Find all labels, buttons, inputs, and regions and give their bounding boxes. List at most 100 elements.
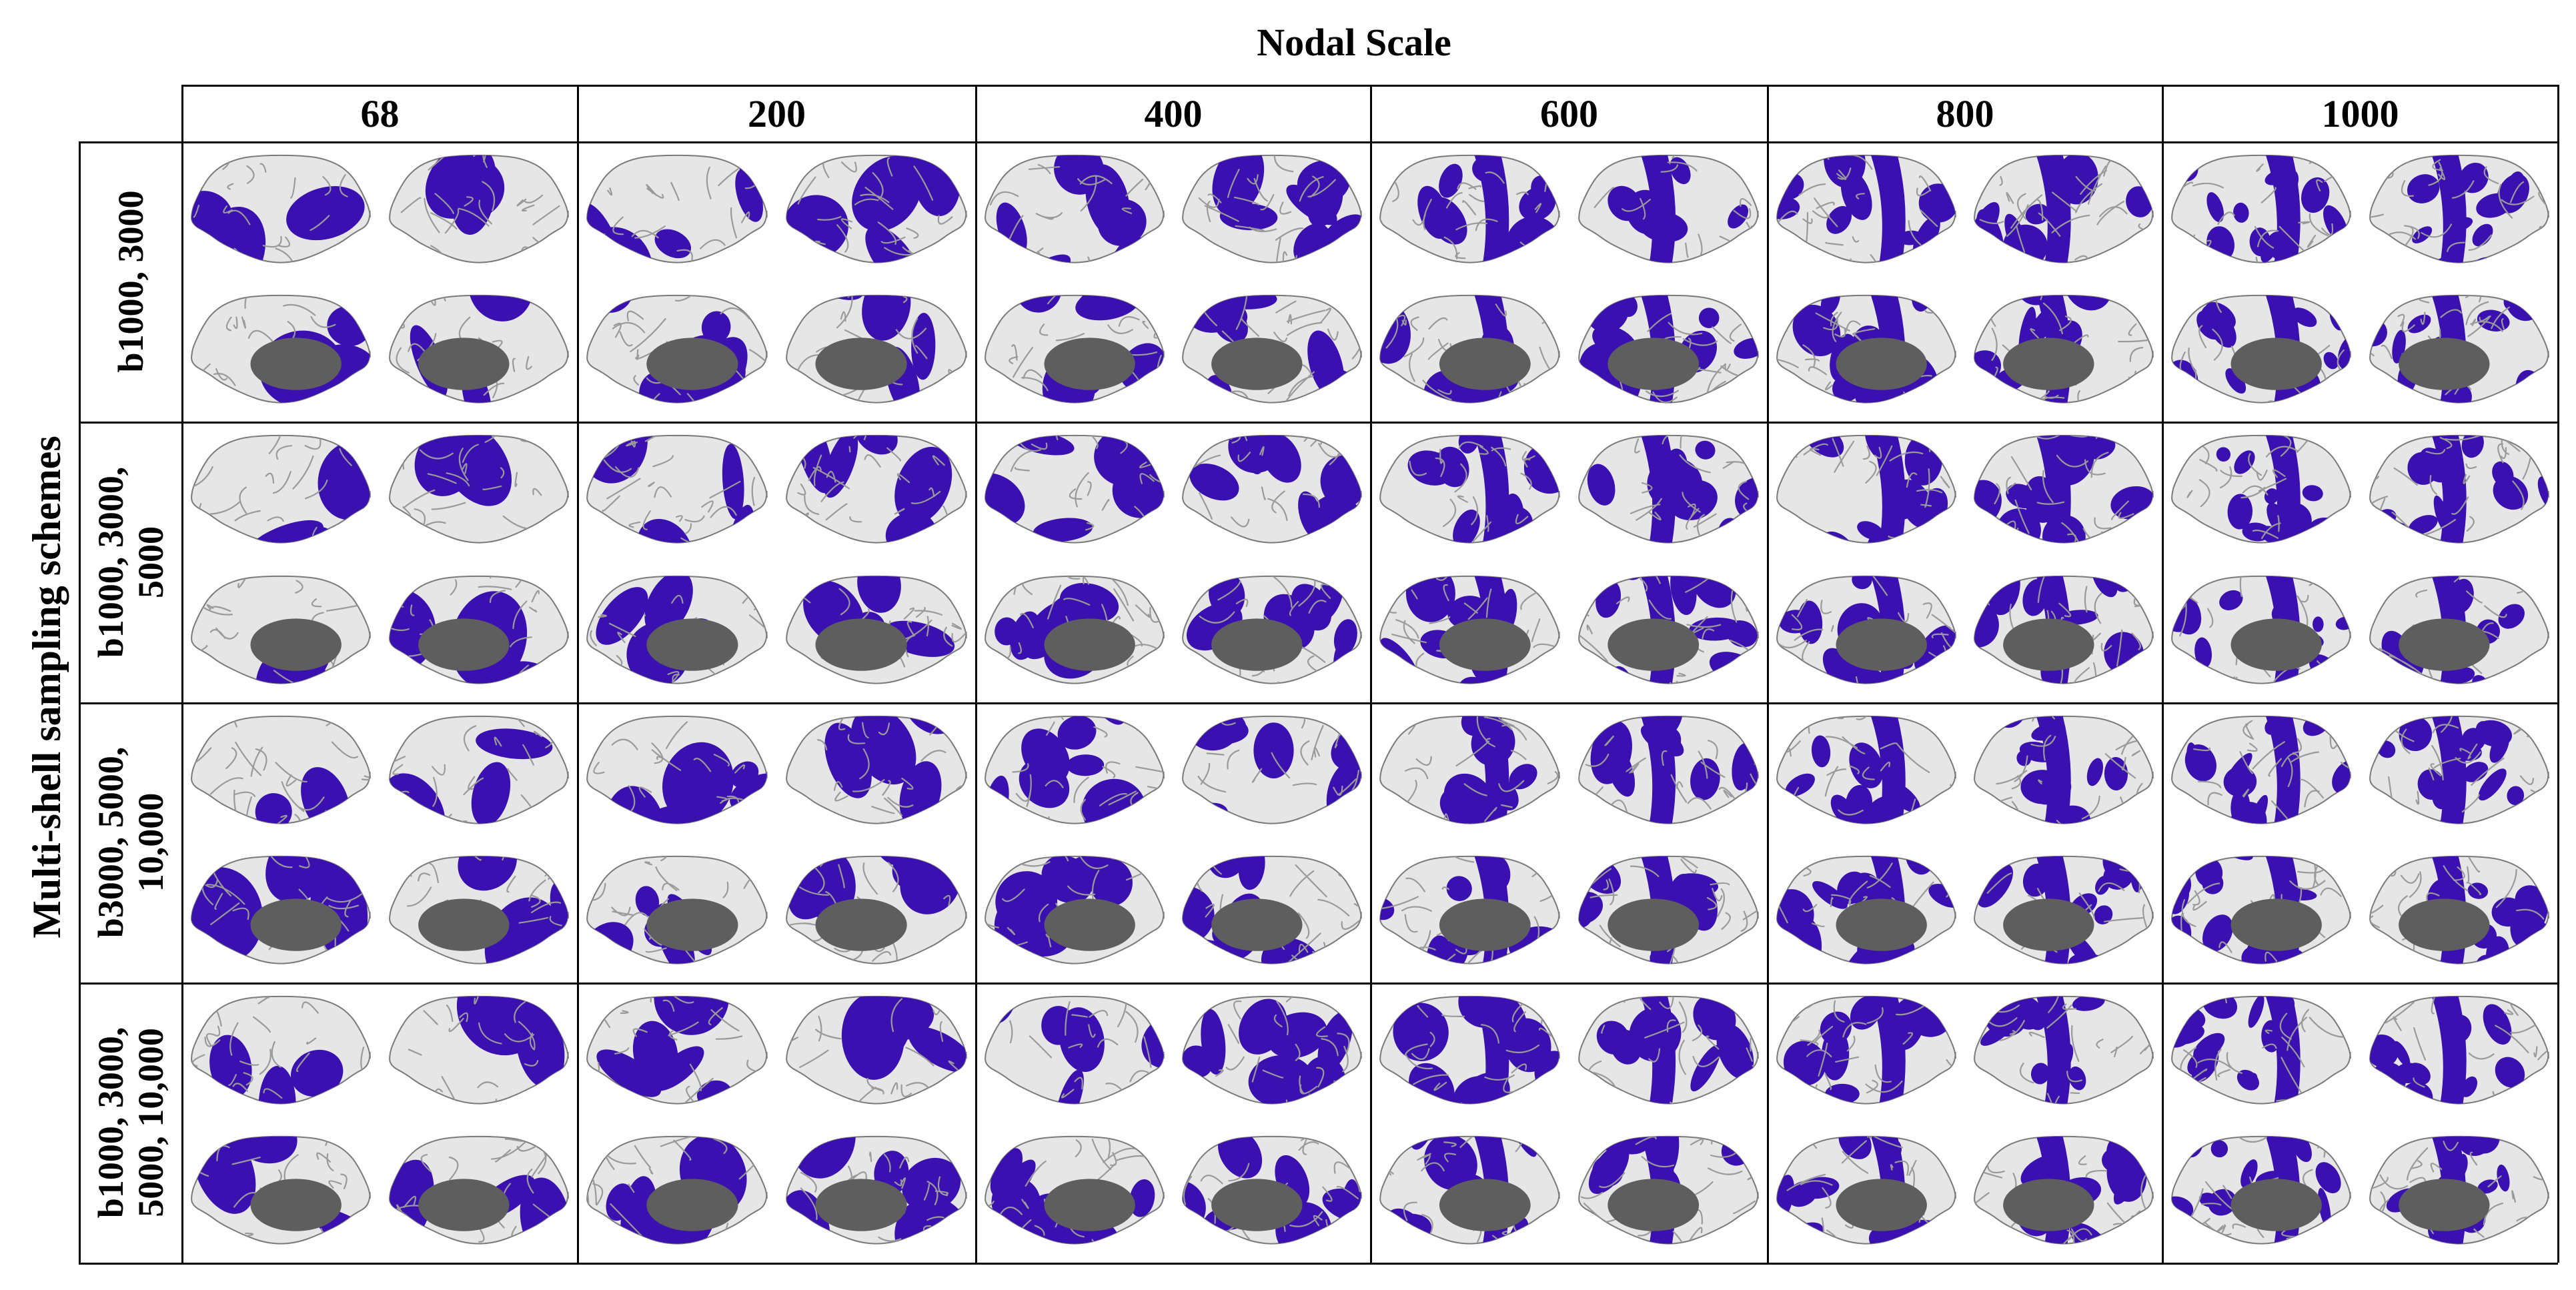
brain-surface-right-medial bbox=[388, 575, 569, 684]
brain-surface-left-medial bbox=[1776, 294, 1956, 404]
brain-surface-right-lateral bbox=[1577, 154, 1759, 263]
brain-surface-left-lateral bbox=[191, 154, 371, 263]
brain-cell bbox=[976, 983, 1371, 1263]
brain-surface-left-medial bbox=[1776, 855, 1956, 964]
brain-surface-right-medial bbox=[1577, 575, 1759, 684]
brain-cell bbox=[1768, 702, 2162, 983]
column-header: 68 bbox=[360, 91, 400, 135]
brain-surface-left-lateral bbox=[2171, 154, 2351, 263]
brain-surface-left-lateral bbox=[586, 154, 768, 263]
brain-surface-right-lateral bbox=[388, 995, 569, 1105]
brain-surface-left-medial bbox=[586, 1135, 768, 1245]
grid-line bbox=[79, 422, 2558, 424]
grid-line bbox=[181, 85, 183, 1263]
brain-surface-left-lateral bbox=[191, 715, 371, 824]
brain-surface-left-medial bbox=[1379, 575, 1560, 684]
grid-line bbox=[79, 983, 2558, 985]
row-header-label: b3000, 5000, 10,000 bbox=[84, 709, 177, 976]
brain-surface-right-medial bbox=[1182, 855, 1362, 964]
brain-surface-left-lateral bbox=[1776, 154, 1956, 263]
row-header: b3000, 5000, 10,000 bbox=[79, 702, 182, 983]
brain-cell bbox=[578, 702, 976, 983]
brain-surface-left-medial bbox=[586, 855, 768, 964]
brain-surface-right-medial bbox=[2369, 855, 2549, 964]
brain-surface-right-medial bbox=[785, 855, 967, 964]
row-header-line: 10,000 bbox=[130, 792, 171, 892]
row-header-line: 5000 bbox=[130, 526, 171, 598]
brain-surface-left-lateral bbox=[2171, 715, 2351, 824]
brain-cell bbox=[1768, 141, 2162, 422]
grid-line bbox=[2557, 85, 2559, 1263]
row-header-line: b1000, 3000, bbox=[90, 466, 131, 658]
row-header-line: b1000, 3000, bbox=[90, 1027, 131, 1219]
brain-surface-right-medial bbox=[1974, 575, 2154, 684]
brain-surface-right-medial bbox=[388, 1135, 569, 1245]
row-header-label: b1000, 3000, 5000 bbox=[84, 429, 177, 696]
brain-surface-left-lateral bbox=[985, 995, 1165, 1105]
row-header: b1000, 3000, 5000 bbox=[79, 422, 182, 702]
row-header-line: b1000, 3000 bbox=[110, 190, 151, 373]
brain-surface-left-medial bbox=[2171, 575, 2351, 684]
brain-surface-right-medial bbox=[1182, 294, 1362, 404]
brain-surface-right-medial bbox=[785, 575, 967, 684]
row-header-label: b1000, 3000, 5000, 10,000 bbox=[84, 989, 177, 1256]
brain-cell bbox=[182, 422, 578, 702]
brain-cell bbox=[182, 983, 578, 1263]
brain-surface-right-lateral bbox=[1974, 154, 2154, 263]
grid-line bbox=[79, 141, 81, 1263]
brain-surface-left-lateral bbox=[1379, 715, 1560, 824]
brain-surface-right-medial bbox=[1577, 294, 1759, 404]
brain-surface-right-medial bbox=[1577, 1135, 1759, 1245]
brain-surface-right-medial bbox=[1182, 1135, 1362, 1245]
column-header: 600 bbox=[1540, 91, 1598, 135]
brain-surface-left-lateral bbox=[985, 715, 1165, 824]
brain-cell bbox=[182, 702, 578, 983]
row-header: b1000, 3000 bbox=[79, 141, 182, 422]
brain-surface-right-lateral bbox=[388, 715, 569, 824]
brain-cell bbox=[1768, 422, 2162, 702]
brain-surface-left-medial bbox=[191, 1135, 371, 1245]
brain-surface-left-lateral bbox=[1379, 154, 1560, 263]
brain-surface-right-medial bbox=[1577, 855, 1759, 964]
column-header: 800 bbox=[1936, 91, 1994, 135]
brain-surface-right-medial bbox=[388, 855, 569, 964]
brain-surface-right-lateral bbox=[388, 154, 569, 263]
grid-line bbox=[1370, 85, 1372, 1263]
brain-surface-left-medial bbox=[2171, 1135, 2351, 1245]
row-header-line: b3000, 5000, bbox=[90, 746, 131, 938]
brain-surface-right-lateral bbox=[2369, 154, 2549, 263]
brain-surface-right-lateral bbox=[2369, 715, 2549, 824]
brain-surface-right-lateral bbox=[2369, 434, 2549, 544]
brain-surface-left-lateral bbox=[985, 154, 1165, 263]
brain-surface-left-medial bbox=[985, 1135, 1165, 1245]
brain-surface-right-lateral bbox=[785, 995, 967, 1105]
brain-surface-left-medial bbox=[1379, 294, 1560, 404]
brain-cell bbox=[2162, 422, 2558, 702]
brain-surface-left-lateral bbox=[586, 995, 768, 1105]
brain-surface-left-lateral bbox=[1776, 715, 1956, 824]
brain-surface-right-lateral bbox=[785, 434, 967, 544]
row-header: b1000, 3000, 5000, 10,000 bbox=[79, 983, 182, 1263]
brain-surface-right-lateral bbox=[2369, 995, 2549, 1105]
brain-surface-right-lateral bbox=[785, 154, 967, 263]
row-header-line: 5000, 10,000 bbox=[130, 1028, 171, 1217]
column-header: 1000 bbox=[2321, 91, 2399, 135]
grid-line bbox=[1767, 85, 1769, 1263]
brain-surface-left-medial bbox=[985, 294, 1165, 404]
brain-cell bbox=[578, 141, 976, 422]
brain-surface-right-medial bbox=[2369, 294, 2549, 404]
column-header: 200 bbox=[748, 91, 806, 135]
brain-surface-left-medial bbox=[2171, 294, 2351, 404]
brain-surface-right-lateral bbox=[1577, 715, 1759, 824]
brain-surface-right-medial bbox=[1974, 855, 2154, 964]
brain-surface-right-lateral bbox=[388, 434, 569, 544]
brain-surface-left-lateral bbox=[1379, 995, 1560, 1105]
brain-surface-left-lateral bbox=[586, 715, 768, 824]
brain-cell bbox=[1371, 983, 1768, 1263]
brain-surface-right-medial bbox=[785, 1135, 967, 1245]
brain-surface-right-lateral bbox=[1974, 715, 2154, 824]
brain-surface-left-medial bbox=[1776, 575, 1956, 684]
brain-surface-left-medial bbox=[2171, 855, 2351, 964]
brain-surface-left-medial bbox=[985, 575, 1165, 684]
